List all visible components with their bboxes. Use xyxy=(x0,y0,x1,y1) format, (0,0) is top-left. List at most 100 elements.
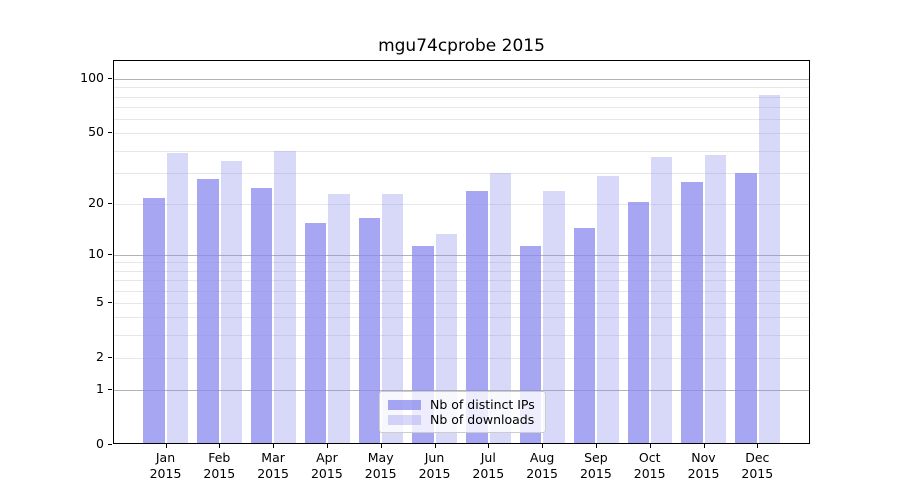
x-tick-month: Feb xyxy=(208,450,231,465)
x-axis-tick-label: Jan 2015 xyxy=(131,450,201,481)
bar-distinct-ips xyxy=(197,178,219,443)
bar-downloads xyxy=(758,94,780,443)
x-tick-mark xyxy=(488,444,490,448)
bar-downloads xyxy=(220,161,242,443)
y-tick-mark xyxy=(108,202,112,204)
minor-gridline xyxy=(114,150,809,152)
y-axis-tick-label: 20 xyxy=(88,194,104,210)
x-axis-tick-label: Jun 2015 xyxy=(400,450,470,481)
legend-swatch-distinct-ips xyxy=(388,399,421,410)
x-tick-mark xyxy=(595,444,597,448)
y-axis-tick-label: 100 xyxy=(80,70,104,86)
x-tick-year: 2015 xyxy=(418,465,451,481)
legend-item-downloads: Nb of downloads xyxy=(388,412,537,427)
y-tick-mark xyxy=(108,444,112,445)
bar-distinct-ips xyxy=(358,218,380,443)
legend: Nb of distinct IPs Nb of downloads xyxy=(379,391,546,433)
bar-distinct-ips xyxy=(304,223,327,443)
bar-downloads xyxy=(597,176,619,443)
x-tick-mark xyxy=(649,444,651,448)
bar-downloads xyxy=(328,194,350,443)
x-tick-month: May xyxy=(367,450,394,465)
x-axis-tick-label: Nov 2015 xyxy=(669,450,739,481)
x-axis-tick-label: Feb 2015 xyxy=(184,450,254,481)
minor-gridline xyxy=(114,335,809,337)
x-tick-month: Sep xyxy=(584,450,608,465)
x-tick-mark xyxy=(380,444,382,448)
x-tick-month: Aug xyxy=(529,450,555,465)
minor-gridline xyxy=(114,133,809,135)
x-tick-month: Apr xyxy=(316,450,338,465)
minor-gridline xyxy=(114,302,809,304)
minor-gridline xyxy=(114,290,809,292)
bar-downloads xyxy=(704,154,727,443)
y-tick-mark xyxy=(108,78,112,80)
minor-gridline xyxy=(114,280,809,282)
bar-downloads xyxy=(489,173,511,443)
bar-distinct-ips xyxy=(250,187,273,443)
x-tick-month: Oct xyxy=(638,450,661,465)
y-tick-mark xyxy=(108,389,112,391)
minor-gridline xyxy=(114,107,809,109)
major-gridline xyxy=(114,254,809,256)
x-axis-tick-label: Mar 2015 xyxy=(238,450,308,481)
x-tick-month: Jan xyxy=(155,450,176,465)
x-tick-month: Jun xyxy=(424,450,445,465)
x-tick-year: 2015 xyxy=(364,465,397,481)
minor-gridline xyxy=(114,262,809,264)
x-tick-year: 2015 xyxy=(472,465,505,481)
x-axis-tick-label: Aug 2015 xyxy=(507,450,577,481)
bar-distinct-ips xyxy=(681,181,703,443)
y-axis-tick-label: 50 xyxy=(88,124,104,140)
x-axis-tick-label: Apr 2015 xyxy=(292,450,362,481)
major-gridline xyxy=(114,390,809,392)
y-tick-mark xyxy=(108,356,112,358)
bar-distinct-ips xyxy=(466,191,488,443)
x-tick-mark xyxy=(757,444,759,448)
x-tick-year: 2015 xyxy=(741,465,774,481)
minor-gridline xyxy=(114,87,809,89)
minor-gridline xyxy=(114,357,809,359)
minor-gridline xyxy=(114,119,809,121)
bar-distinct-ips xyxy=(735,173,757,443)
bar-distinct-ips xyxy=(573,228,596,443)
legend-swatch-downloads xyxy=(388,414,421,425)
x-tick-mark xyxy=(273,444,275,448)
bar-downloads xyxy=(166,152,189,443)
bar-distinct-ips xyxy=(143,197,165,443)
y-axis-tick-label: 2 xyxy=(96,348,104,364)
x-tick-year: 2015 xyxy=(310,465,343,481)
x-tick-year: 2015 xyxy=(203,465,236,481)
minor-gridline xyxy=(114,96,809,98)
x-axis-tick-label: Sep 2015 xyxy=(561,450,631,481)
x-tick-year: 2015 xyxy=(633,465,666,481)
x-tick-year: 2015 xyxy=(687,465,720,481)
x-axis-tick-label: Jul 2015 xyxy=(453,450,523,481)
x-axis-tick-label: Dec 2015 xyxy=(722,450,792,481)
bar-downloads xyxy=(435,233,458,443)
y-axis-tick-label: 0 xyxy=(96,436,104,451)
x-tick-month: Nov xyxy=(691,450,716,465)
x-tick-mark xyxy=(542,444,544,448)
x-axis-tick-label: May 2015 xyxy=(346,450,416,481)
legend-label-downloads: Nb of downloads xyxy=(430,412,535,427)
x-axis-tick-label: Oct 2015 xyxy=(615,450,685,481)
minor-gridline xyxy=(114,203,809,205)
x-tick-year: 2015 xyxy=(526,465,558,481)
x-tick-mark xyxy=(219,444,221,448)
major-gridline xyxy=(114,79,809,81)
y-axis-tick-label: 5 xyxy=(96,293,104,309)
minor-gridline xyxy=(114,172,809,174)
y-axis-tick-label: 1 xyxy=(96,381,104,397)
x-tick-mark xyxy=(165,444,167,448)
bar-downloads xyxy=(274,150,296,443)
x-tick-month: Jul xyxy=(480,450,496,465)
bar-distinct-ips xyxy=(627,201,649,443)
plot-area xyxy=(113,60,810,444)
legend-item-distinct-ips: Nb of distinct IPs xyxy=(388,397,537,412)
y-tick-mark xyxy=(108,301,112,303)
bar-downloads xyxy=(381,194,404,443)
x-tick-mark xyxy=(434,444,436,448)
y-tick-mark xyxy=(108,132,112,134)
